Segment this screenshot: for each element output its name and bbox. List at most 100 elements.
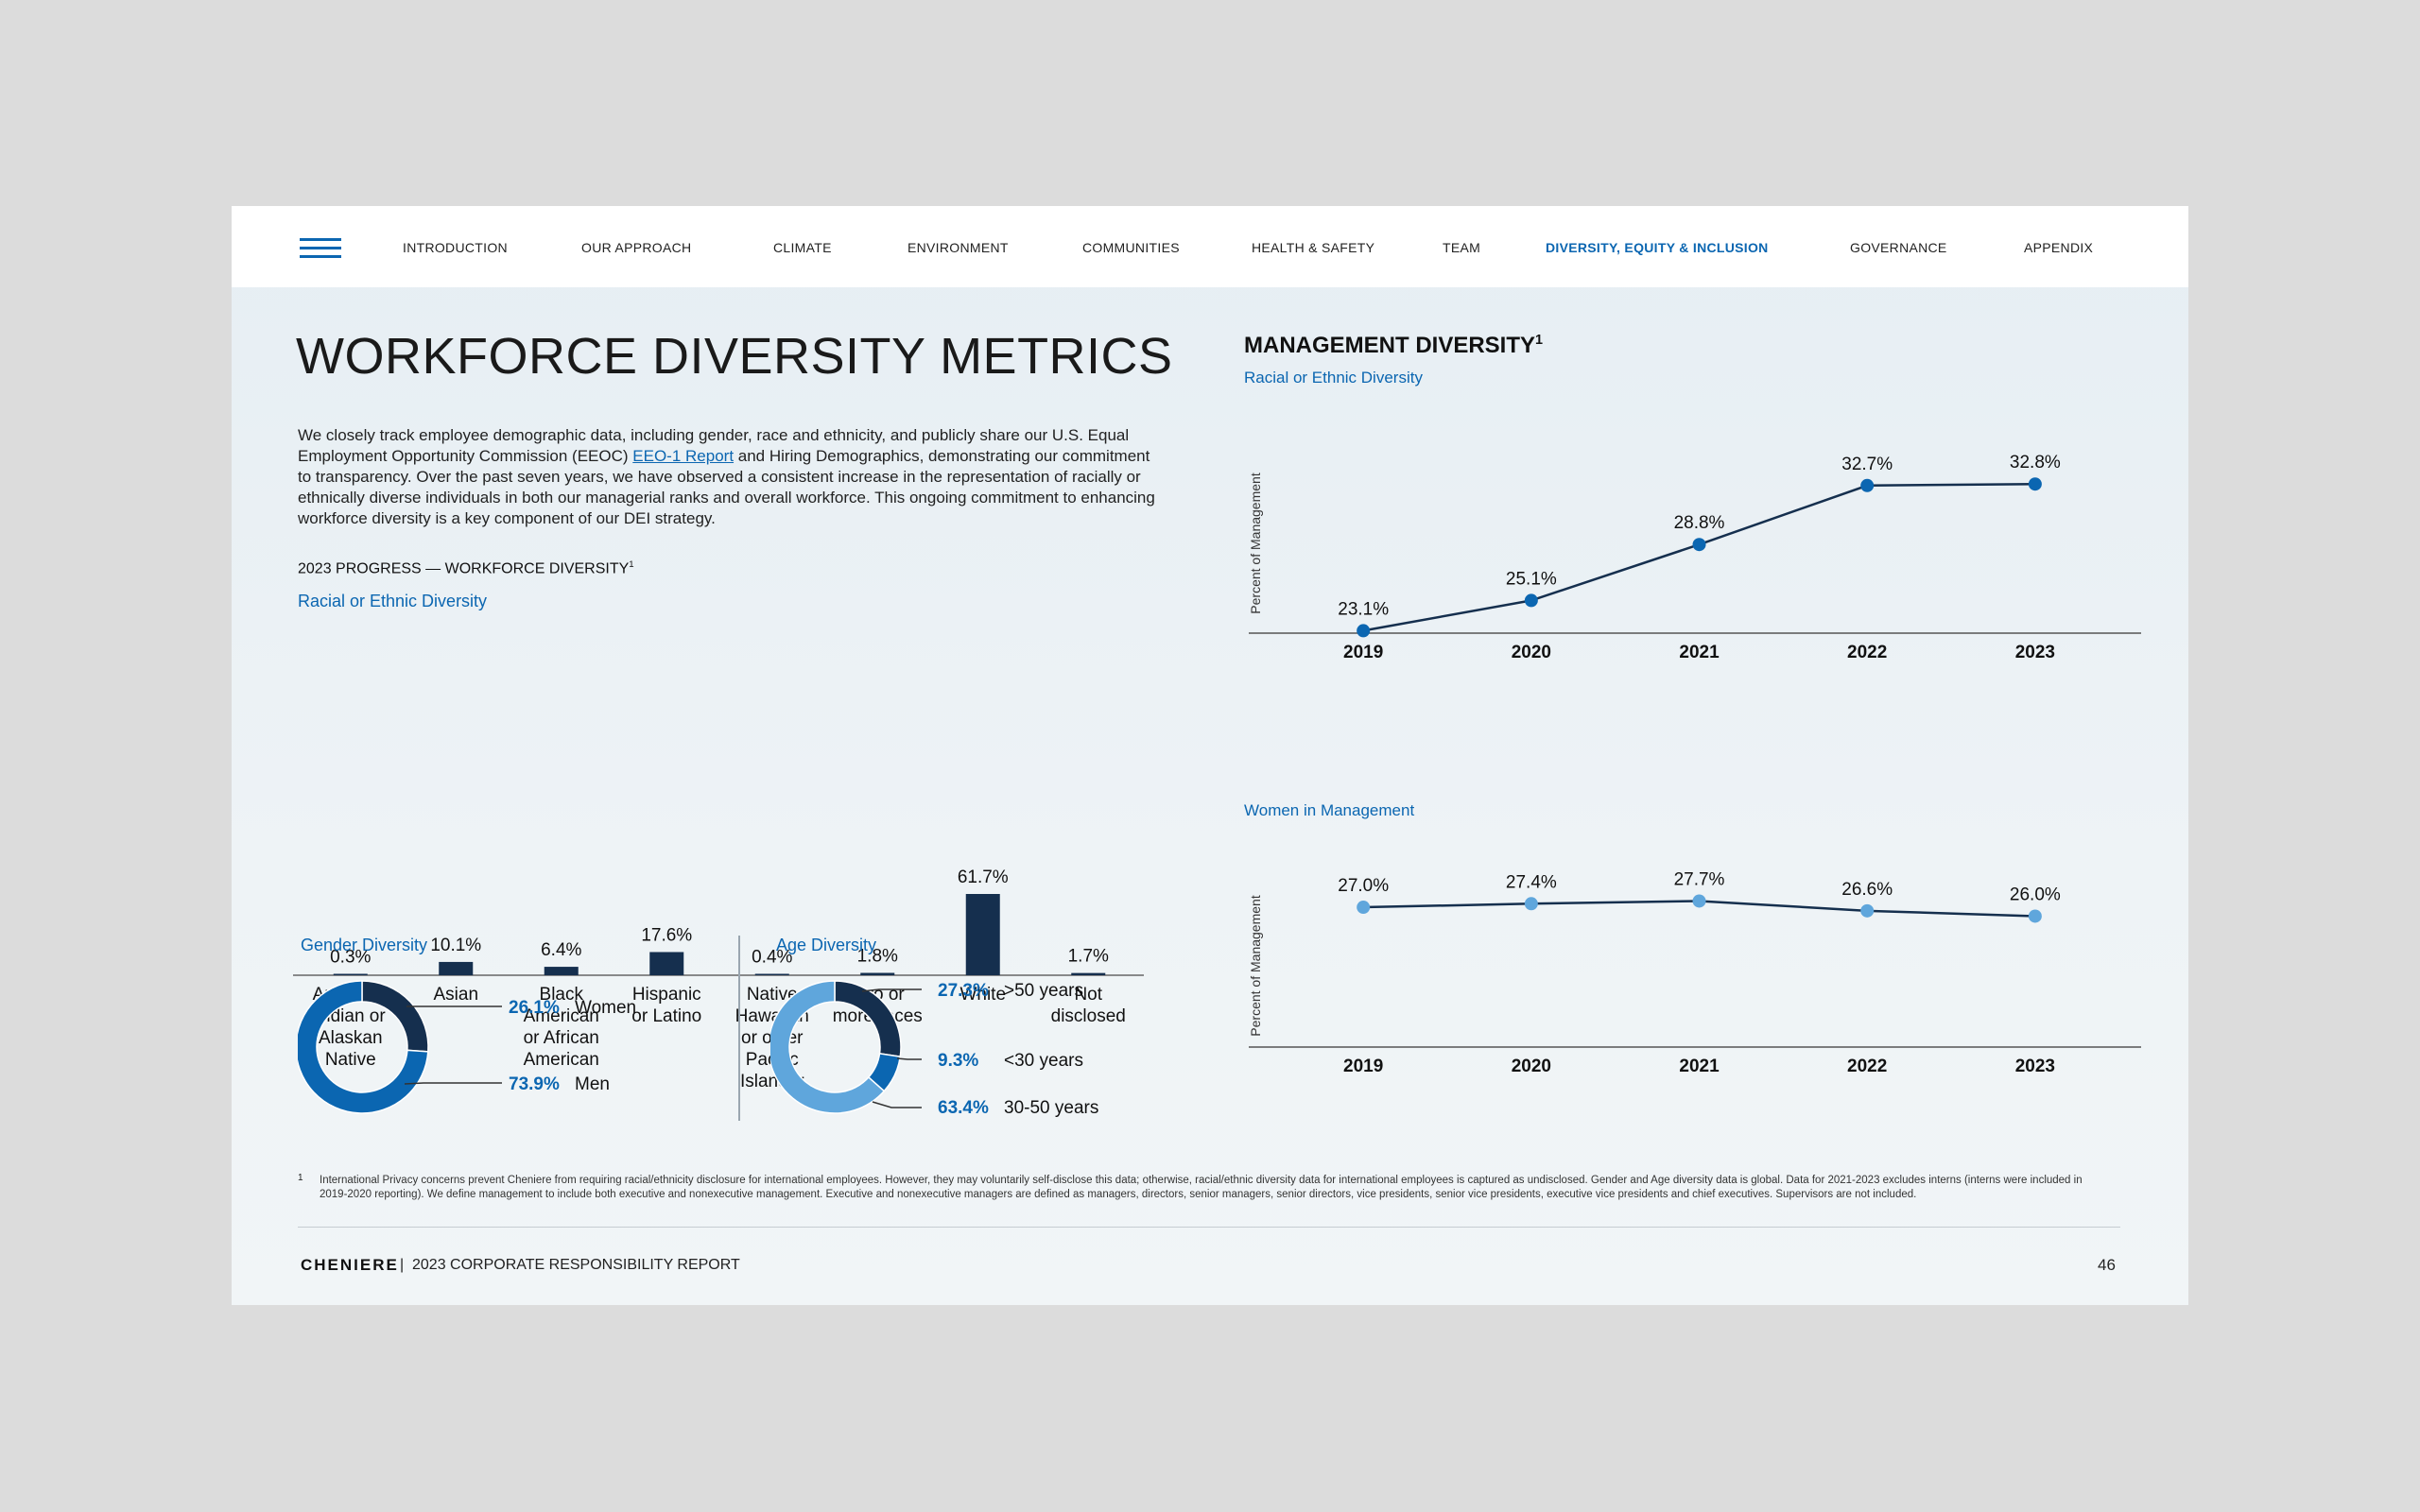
x-tick-label: 2020 [1512, 643, 1551, 662]
women-line-subtitle: Women in Management [1244, 801, 1415, 819]
slice-name-label: <30 years [1004, 1051, 1083, 1071]
eeo1-report-link[interactable]: EEO-1 Report [632, 447, 735, 465]
age-donut-chart: 27.3% >50 years 9.3% <30 years 63.4% 30-50 ye… [770, 980, 1098, 1118]
nav-item-health-safety[interactable]: HEALTH & SAFETY [1252, 240, 1375, 255]
data-label: 26.6% [1841, 880, 1893, 900]
x-tick-label: 2021 [1679, 1057, 1720, 1076]
bar-value-label: 0.3% [330, 948, 371, 968]
data-label: 25.1% [1506, 569, 1557, 589]
data-point-2020 [1524, 897, 1538, 911]
x-tick-label: 2021 [1679, 643, 1720, 662]
y-axis-label: Percent of Management [1248, 895, 1263, 1037]
x-tick-label: 2019 [1343, 1057, 1383, 1076]
nav-item-appendix[interactable]: APPENDIX [2024, 240, 2094, 255]
bar-0 [333, 973, 368, 975]
bar-category-label: American [524, 1050, 599, 1070]
report-page: INTRODUCTION OUR APPROACH CLIMATE ENVIRO… [232, 206, 2188, 1305]
bar-6 [965, 894, 1000, 975]
intro-text-end: and Hiring Demographics, demonstrating o… [298, 447, 1155, 527]
slice-value-label: 9.3% [938, 1051, 978, 1071]
bar-2 [544, 967, 579, 975]
intro-paragraph: We closely track employee demographic da… [298, 425, 1167, 529]
data-label: 32.8% [2010, 453, 2061, 472]
data-point-2021 [1692, 538, 1706, 552]
leader-line [896, 1057, 922, 1060]
donut-slice-0 [834, 980, 902, 1057]
bar-3 [649, 952, 684, 975]
top-navigation: INTRODUCTION OUR APPROACH CLIMATE ENVIRO… [232, 206, 2188, 287]
bar-category-label: Native [325, 1050, 376, 1070]
y-axis-label: Percent of Management [1248, 472, 1263, 614]
menu-icon[interactable] [300, 238, 341, 261]
bar-value-label: 1.7% [1068, 947, 1109, 967]
footer-separator: | [400, 1257, 405, 1273]
bar-category-label: Native [747, 985, 798, 1005]
donut-slice-0 [361, 980, 429, 1053]
bar-5 [860, 972, 895, 975]
nav-item-our-approach[interactable]: OUR APPROACH [581, 240, 692, 255]
x-tick-label: 2023 [2015, 643, 2055, 662]
footer-divider [298, 1227, 2120, 1228]
progress-heading: 2023 PROGRESS — WORKFORCE DIVERSITY1 [298, 559, 634, 577]
leader-line [404, 1082, 502, 1085]
data-label: 26.0% [2010, 885, 2061, 904]
data-point-2021 [1692, 894, 1706, 908]
women-management-line-chart: Percent of Management 27.0% 2019 27.4% 2020 2… [1248, 869, 2141, 1076]
age-chart-title: Age Diversity [776, 936, 877, 954]
data-point-2022 [1860, 903, 1875, 918]
x-tick-label: 2022 [1847, 643, 1887, 662]
bar-category-label: Asian [433, 985, 478, 1005]
donut-divider [738, 936, 740, 1121]
slice-name-label: Men [575, 1074, 610, 1094]
bar-category-label: Hispanic [632, 985, 701, 1005]
nav-item-communities[interactable]: COMMUNITIES [1082, 240, 1180, 255]
bar-value-label: 0.4% [752, 948, 792, 968]
data-point-2023 [2028, 477, 2042, 491]
slice-value-label: 26.1% [509, 998, 560, 1018]
x-tick-label: 2022 [1847, 1057, 1887, 1076]
bar-7 [1071, 972, 1106, 975]
page-title: WORKFORCE DIVERSITY METRICS [296, 328, 1173, 385]
bar-category-label: Not [1074, 985, 1102, 1005]
progress-heading-text: 2023 PROGRESS — WORKFORCE DIVERSITY [298, 560, 630, 577]
page-number: 46 [2098, 1256, 2116, 1274]
nav-item-environment[interactable]: ENVIRONMENT [908, 240, 1009, 255]
brand-logo-text: CHENIERE [301, 1256, 399, 1274]
racial-management-line-chart: Percent of Management 23.1% 2019 25.1% 2020 2… [1248, 453, 2141, 662]
bar-value-label: 1.8% [857, 946, 898, 966]
leader-line [861, 988, 922, 992]
slice-value-label: 27.3% [938, 981, 989, 1001]
bar-category-label: Alaskan [319, 1028, 383, 1048]
data-point-2019 [1357, 624, 1371, 638]
data-label: 27.4% [1506, 872, 1557, 892]
x-tick-label: 2019 [1343, 643, 1383, 662]
nav-item-team[interactable]: TEAM [1443, 240, 1481, 255]
nav-item-climate[interactable]: CLIMATE [773, 240, 832, 255]
bar-1 [439, 961, 474, 975]
data-point-2019 [1357, 901, 1371, 915]
data-label: 28.8% [1674, 513, 1725, 533]
data-label: 27.7% [1674, 869, 1725, 889]
racial-line-subtitle: Racial or Ethnic Diversity [1244, 369, 1423, 387]
data-label: 32.7% [1841, 455, 1893, 474]
slice-name-label: Women [575, 998, 636, 1018]
slice-name-label: 30-50 years [1004, 1098, 1098, 1118]
bar-category-label: White [959, 985, 1006, 1005]
intro-text-start: We closely track employee demographic da… [298, 426, 1130, 465]
bar-category-label: Black [540, 985, 584, 1005]
slice-value-label: 73.9% [509, 1074, 560, 1094]
series-line [1362, 482, 2035, 632]
bar-chart-subtitle: Racial or Ethnic Diversity [298, 592, 488, 610]
leader-line [872, 1101, 922, 1108]
bar-category-label: or Latino [631, 1006, 701, 1026]
footnote-ref: 1 [629, 559, 634, 570]
bar-value-label: 61.7% [958, 868, 1009, 887]
bar-category-label: American [524, 1006, 599, 1026]
nav-item-dei[interactable]: DIVERSITY, EQUITY & INCLUSION [1546, 240, 1769, 255]
bar-category-label: or African [524, 1028, 599, 1048]
x-tick-label: 2020 [1512, 1057, 1551, 1076]
gender-chart-title: Gender Diversity [301, 936, 428, 954]
nav-item-introduction[interactable]: INTRODUCTION [403, 240, 508, 255]
report-title: 2023 CORPORATE RESPONSIBILITY REPORT [412, 1257, 740, 1273]
nav-item-governance[interactable]: GOVERNANCE [1850, 240, 1947, 255]
